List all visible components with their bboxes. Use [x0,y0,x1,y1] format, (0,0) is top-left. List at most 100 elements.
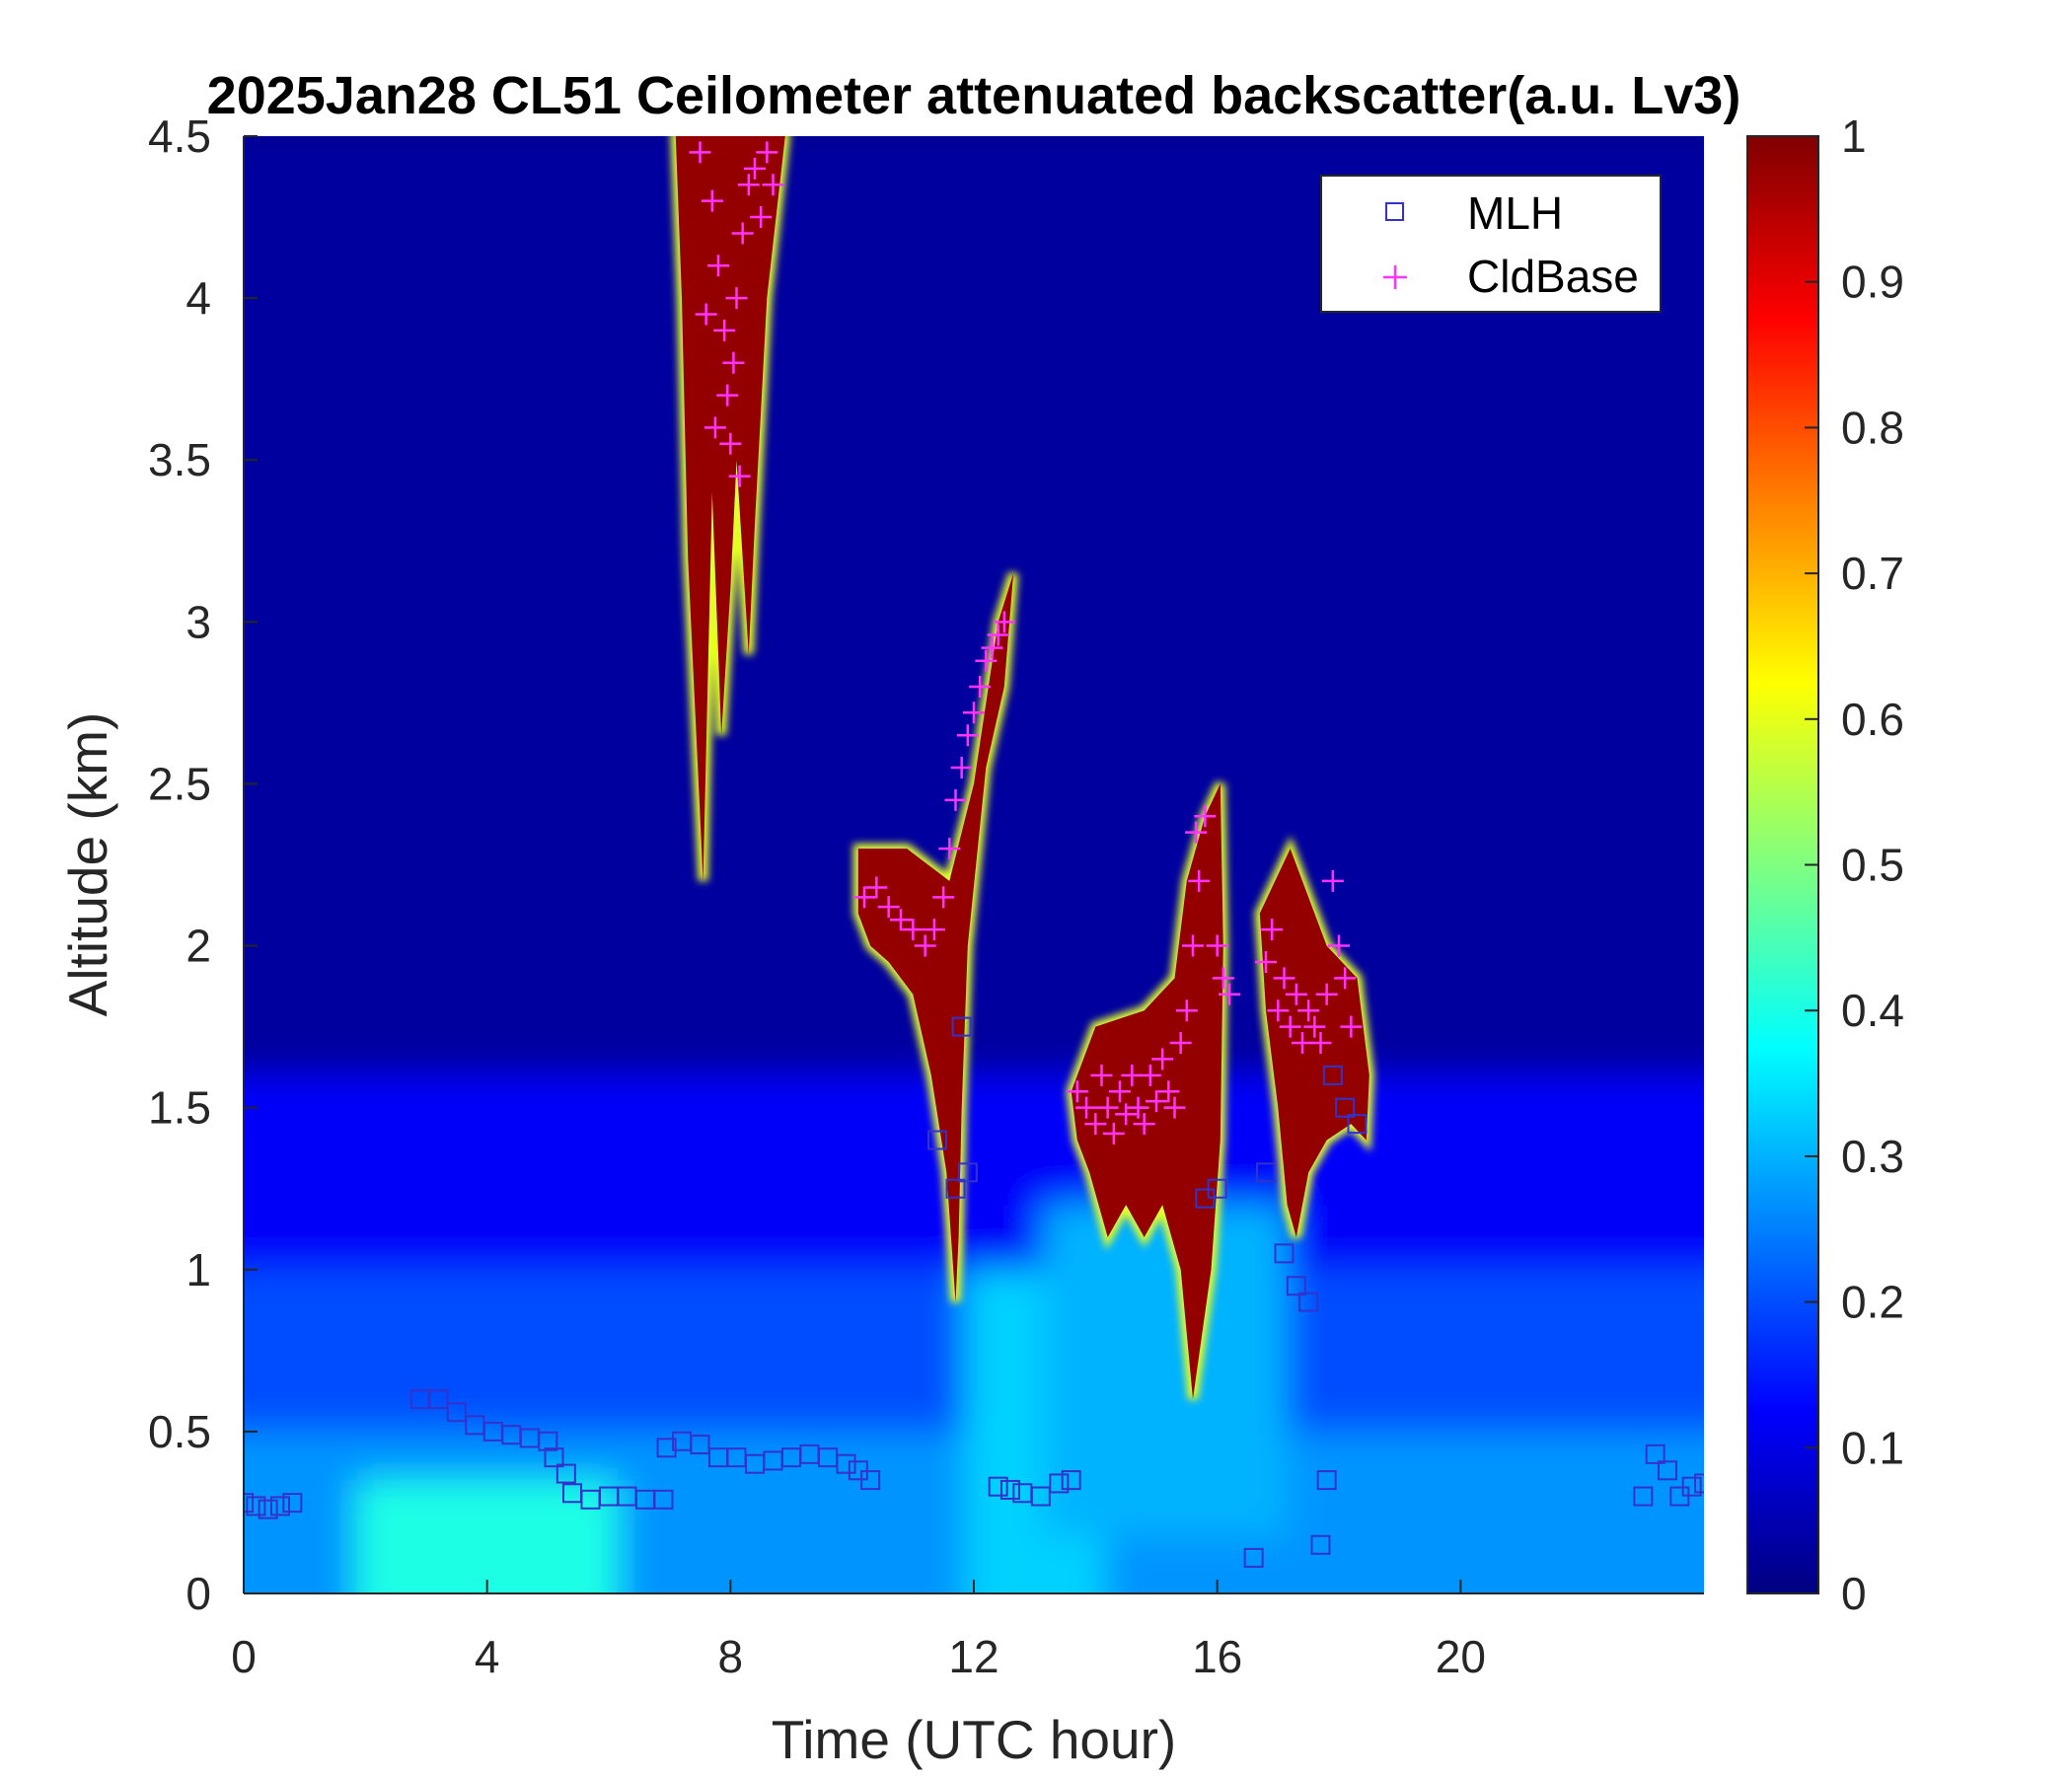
cldbase-marker [956,724,979,747]
cldbase-marker [1297,999,1320,1022]
cldbase-marker [1096,1096,1119,1119]
mlh-marker [1298,1292,1319,1312]
mlh-marker [1658,1460,1677,1481]
mlh-marker [656,1438,677,1458]
cldbase-marker [1194,805,1217,828]
cldbase-marker [1279,1015,1301,1038]
plot-area [244,136,1704,1593]
mlh-marker [1030,1486,1051,1507]
colorbar-tick-label: 0.1 [1841,1422,1904,1473]
cldbase-marker [969,675,992,698]
mlh-marker [1243,1547,1264,1568]
mlh-marker [653,1489,674,1510]
cldbase-marker [716,384,739,407]
cldbase-marker [728,465,751,487]
mlh-marker [555,1463,576,1484]
mlh-marker [282,1493,303,1514]
colorbar: 0 0.1 0.2 0.3 0.4 0.5 0.6 0.7 0.8 0.9 1 [1746,111,1904,1619]
cldbase-marker [1109,1080,1131,1103]
colorbar-tick-label: 0.6 [1841,694,1904,745]
mlh-marker [1256,1162,1276,1183]
legend: MLH CldBase [1320,175,1662,313]
mlh-marker [1061,1470,1081,1491]
cldbase-marker [762,174,784,196]
cldbase-marker [1157,1080,1180,1103]
mlh-marker [927,1130,947,1150]
cldbase-marker [938,838,961,860]
mlh-marker [1310,1534,1331,1555]
colorbar-tick-label: 0.9 [1841,257,1904,308]
mlh-marker [1000,1479,1020,1500]
y-tick-label: 4 [185,272,211,324]
mlh-marker [270,1496,290,1517]
cldbase-marker [890,909,912,931]
mlh-marker [544,1447,564,1468]
colorbar-tick-label: 0 [1841,1568,1867,1619]
cldbase-marker [950,757,973,779]
cldbase-marker [707,255,729,277]
legend-mlh-label: MLH [1467,187,1563,239]
cldbase-marker [1084,1113,1107,1136]
retrieval-markers [244,141,1704,1568]
cldbase-marker [993,611,1015,633]
mlh-marker [1694,1473,1704,1494]
cldbase-marker [713,319,736,341]
mlh-marker [1322,1065,1343,1085]
chart-title: 2025Jan28 CL51 Ceilometer attenuated bac… [207,66,1741,125]
cldbase-marker [1175,999,1198,1022]
cldbase-marker [1188,869,1211,892]
colorbar-tick-label: 0.8 [1841,402,1904,453]
cldbase-marker [1328,934,1350,957]
cldbase-marker [1261,919,1284,941]
cldbase-marker [963,702,985,724]
cldbase-marker [1182,934,1204,957]
cldbase-marker [923,919,945,941]
y-tick-label: 4.5 [148,111,211,162]
colorbar-tick-label: 0.2 [1841,1277,1904,1328]
high-cloud-8h [675,136,785,881]
mlh-marker [690,1435,710,1455]
cldbase-marker [1340,1015,1363,1038]
y-tick-label: 3.5 [148,434,211,485]
y-axis-label: Altitude (km) [57,712,118,1017]
x-tick-label: 20 [1436,1631,1486,1682]
mlh-marker [1049,1473,1070,1494]
y-tick-label: 0 [185,1568,211,1619]
cldbase-marker [1115,1103,1138,1126]
colorbar-tick-label: 0.7 [1841,548,1904,599]
cldbase-marker [1292,1032,1313,1055]
cldbase-marker [737,174,760,196]
cldbase-marker [902,919,925,941]
cloud-11h [857,573,1014,1302]
cldbase-marker [744,157,766,180]
mlh-marker [988,1476,1008,1497]
cldbase-marker [877,896,900,919]
cldbase-marker [1163,1096,1186,1119]
mlh-marker [1645,1443,1665,1464]
cldbase-marker [914,934,936,957]
colorbar-tick-label: 0.5 [1841,840,1904,891]
mlh-marker [1347,1114,1368,1135]
cldbase-marker [1127,1096,1149,1119]
cloud-13-16h [1071,783,1223,1400]
cldbase-marker [1273,967,1295,990]
colorbar-tick-label: 1 [1841,111,1867,162]
mlh-marker [1207,1178,1227,1199]
mlh-marker [945,1178,966,1199]
cldbase-marker [1185,821,1208,844]
cldbase-marker [865,876,888,899]
mlh-marker [1335,1097,1356,1118]
x-tick-label: 8 [718,1631,744,1682]
x-tick-label: 0 [231,1631,257,1682]
mlh-marker [957,1162,978,1183]
y-tick-label: 1.5 [148,1082,211,1134]
background-band-4 [356,1480,619,1593]
mlh-marker [860,1470,881,1491]
cldbase-marker [1212,967,1234,990]
cldbase-marker [1075,1096,1098,1119]
cldbase-marker [1066,1080,1088,1103]
background-band-6 [1044,1205,1288,1536]
cldbase-marker [725,287,748,310]
mlh-marker [538,1431,558,1451]
